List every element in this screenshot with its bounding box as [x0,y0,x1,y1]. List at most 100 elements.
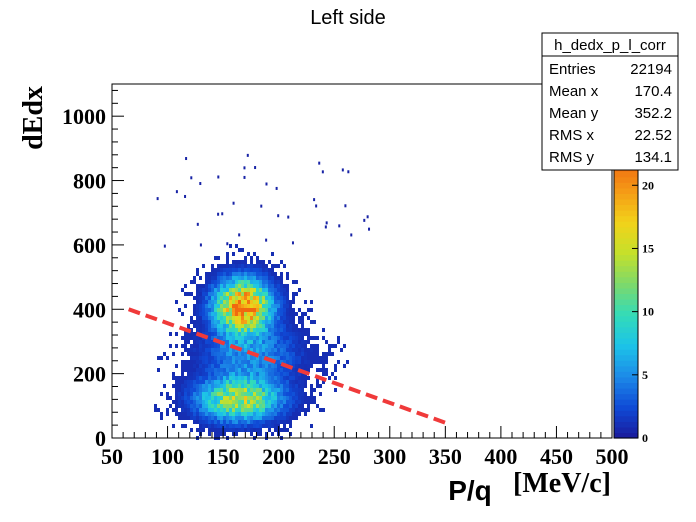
heatmap-cell [214,292,217,296]
heatmap-cell [220,428,223,432]
heatmap-cell [190,328,193,332]
heatmap-cell [253,340,256,344]
heatmap-cell [244,308,247,312]
heatmap-cell [286,384,289,388]
heatmap-cell [344,204,347,208]
heatmap-cell [214,424,217,428]
heatmap-cell [187,364,190,368]
heatmap-cell [283,304,286,308]
heatmap-cell [208,340,211,344]
palette-segment [614,243,638,250]
heatmap-cell [292,296,295,300]
heatmap-cell [253,284,256,288]
heatmap-cell [274,316,277,320]
heatmap-cell [271,396,274,400]
heatmap-cell [223,420,226,424]
heatmap-cell [238,316,241,320]
heatmap-cell [226,384,229,388]
heatmap-cell [235,328,238,332]
heatmap-cell [244,428,247,432]
heatmap-cell [187,340,190,344]
heatmap-cell [238,336,241,340]
heatmap-cell [235,360,238,364]
heatmap-cell [325,356,328,360]
heatmap-cell [220,336,223,340]
heatmap-cell [208,348,211,352]
heatmap-cell [298,344,301,348]
heatmap-cell [338,224,341,228]
heatmap-cell [268,320,271,324]
heatmap-cell [181,376,184,380]
heatmap-cell [253,348,256,352]
heatmap-cell [256,388,259,392]
heatmap-cell [178,380,181,384]
heatmap-cell [244,324,247,328]
heatmap-cell [226,308,229,312]
heatmap-cell [274,292,277,296]
heatmap-cell [241,264,244,268]
heatmap-cell [277,352,280,356]
heatmap-cell [259,320,262,324]
palette-segment [614,198,638,206]
heatmap-cell [217,384,220,388]
heatmap-cell [292,312,295,316]
heatmap-cell [184,384,187,388]
heatmap-cell [217,360,220,364]
heatmap-cell [187,332,190,336]
heatmap-cell [196,392,199,396]
heatmap-cell [280,388,283,392]
heatmap-cell [211,312,214,316]
heatmap-cell [271,264,274,268]
heatmap-cell [196,308,199,312]
heatmap-cell [193,392,196,396]
heatmap-cell [301,356,304,360]
heatmap-cell [247,292,250,296]
palette-segment [614,204,638,211]
heatmap-cell [190,384,193,388]
heatmap-cell [244,404,247,408]
heatmap-cell [184,284,187,288]
heatmap-cell [283,292,286,296]
heatmap-cell [259,404,262,408]
heatmap-cell [229,392,232,396]
heatmap-cell [205,276,208,280]
heatmap-cell [292,344,295,348]
heatmap-cell [274,324,277,328]
heatmap-cell [241,320,244,324]
heatmap-cell [347,170,350,174]
heatmap-cell [190,320,193,324]
heatmap-cell [280,352,283,356]
heatmap-cell [208,368,211,372]
palette-segment [614,310,638,317]
heatmap-cell [226,396,229,400]
palette-segment [614,426,638,434]
heatmap-cell [232,372,235,376]
heatmap-cell [232,296,235,300]
heatmap-cell [292,316,295,320]
heatmap-cell [259,368,262,372]
heatmap-cell [205,412,208,416]
heatmap-cell [232,416,235,420]
x-tick-label: 500 [596,444,629,469]
heatmap-cell [310,392,313,396]
heatmap-cell [196,324,199,328]
heatmap-cell [291,241,294,245]
heatmap-cell [262,376,265,380]
heatmap-cell [310,336,313,340]
heatmap-cell [322,328,325,332]
heatmap-cell [226,344,229,348]
heatmap-cell [286,324,289,328]
heatmap-cell [292,404,295,408]
heatmap-cell [256,272,259,276]
heatmap-cell [175,412,178,416]
heatmap-cell [208,276,211,280]
heatmap-cell [292,412,295,416]
heatmap-cell [259,280,262,284]
heatmap-cell [295,368,298,372]
heatmap-cell [250,408,253,412]
heatmap-cell [190,400,193,404]
heatmap-cell [259,380,262,384]
heatmap-cell [298,400,301,404]
palette-segment [614,332,638,339]
palette-segment [614,226,638,233]
